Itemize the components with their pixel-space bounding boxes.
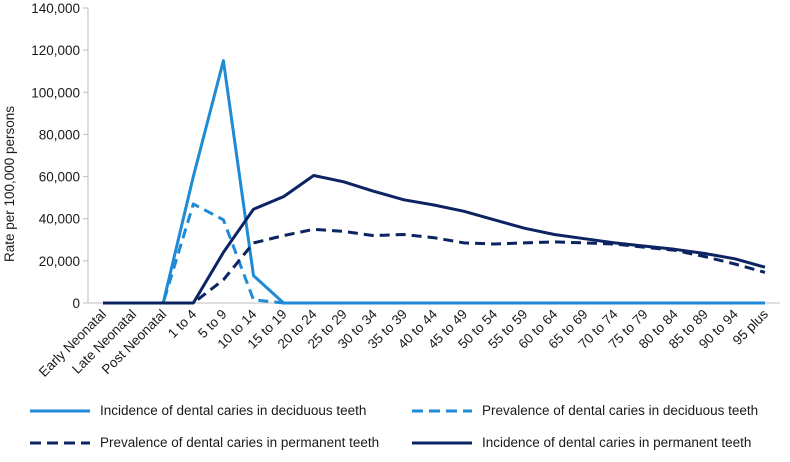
line-chart: Rate per 100,000 persons 0 20,000 40,000 60…: [2, 1, 780, 380]
series-line: [103, 227, 766, 305]
x-tick-label: 1 to 4: [165, 306, 200, 341]
legend-label: Prevalence of dental caries in permanent…: [100, 435, 380, 450]
legend-label: Incidence of dental caries in permanent …: [482, 435, 752, 450]
y-tick-label: 80,000: [39, 127, 80, 142]
y-axis-ticks: 0 20,000 40,000 60,000 80,000 100,000 120,000 1…: [31, 1, 88, 311]
legend-item-incidence-permanent: Incidence of dental caries in permanent …: [412, 435, 751, 450]
legend-swatch-dashed-light: [412, 409, 472, 412]
legend-label: Prevalence of dental caries in deciduous…: [482, 403, 759, 418]
legend-item-prevalence-deciduous: Prevalence of dental caries in deciduous…: [412, 403, 758, 418]
legend-item-prevalence-permanent: Prevalence of dental caries in permanent…: [30, 435, 379, 450]
legend-swatch-solid-dark: [412, 441, 472, 444]
legend-item-incidence-deciduous: Incidence of dental caries in deciduous …: [30, 403, 366, 418]
axis-lines: [87, 8, 780, 304]
series-lines: [103, 59, 766, 305]
legend-label: Incidence of dental caries in deciduous …: [100, 403, 367, 418]
legend: Incidence of dental caries in deciduous …: [0, 400, 790, 462]
legend-swatch-solid-light: [30, 409, 90, 412]
y-tick-label: 20,000: [39, 254, 80, 269]
y-tick-label: 60,000: [39, 170, 80, 185]
y-axis-label: Rate per 100,000 persons: [2, 106, 17, 262]
y-tick-label: 100,000: [31, 85, 80, 100]
y-tick-label: 140,000: [31, 1, 80, 16]
legend-swatch-dashed-dark: [30, 441, 90, 444]
series-line: [103, 174, 766, 305]
y-tick-label: 40,000: [39, 212, 80, 227]
series-line: [103, 59, 765, 305]
y-tick-label: 120,000: [31, 43, 80, 58]
y-tick-label: 0: [72, 296, 80, 311]
